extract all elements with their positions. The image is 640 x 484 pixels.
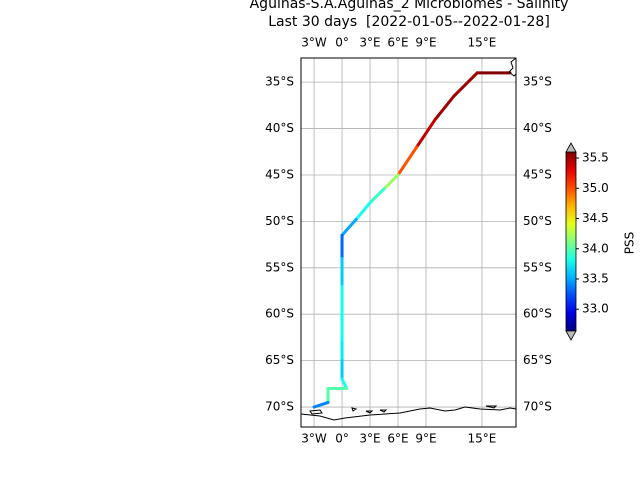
lon-tick-label: 6°E [387, 36, 408, 50]
lat-tick-label: 45°S [265, 167, 294, 181]
lat-tick-label: 35°S [523, 75, 552, 89]
colorbar [565, 151, 577, 332]
track-segment [340, 218, 358, 237]
africa-coastline [508, 57, 517, 77]
lon-tick-label: 3°E [359, 36, 380, 50]
colorbar-tick-label: 34.5 [582, 211, 609, 225]
lat-tick-label: 70°S [265, 400, 294, 414]
lon-tick-label: 3°W [301, 432, 327, 446]
track-segment [382, 173, 400, 191]
lat-tick-label: 40°S [523, 121, 552, 135]
lon-tick-label: 3°E [359, 432, 380, 446]
track-segment [415, 117, 437, 149]
colorbar-tick-label: 35.0 [582, 181, 609, 195]
colorbar-tick-label: 34.0 [582, 241, 609, 255]
lon-tick-label: 9°E [415, 36, 436, 50]
map-title: Agulhas-S.A.Agulhas_2 Microbiomes - Sali… [250, 0, 569, 12]
lat-tick-label: 50°S [523, 214, 552, 228]
lat-tick-label: 65°S [523, 353, 552, 367]
lat-tick-label: 60°S [523, 307, 552, 321]
track-segment [354, 201, 372, 222]
lat-tick-label: 35°S [265, 75, 294, 89]
track-segment [340, 377, 349, 390]
islands [309, 405, 498, 415]
lon-tick-label: 3°W [301, 36, 327, 50]
lon-tick-label: 0° [335, 36, 349, 50]
track-segment [452, 71, 479, 98]
map-frame [300, 57, 517, 428]
colorbar-label: PSS [623, 232, 637, 254]
lon-tick-label: 15°E [468, 432, 497, 446]
lon-tick-label: 9°E [415, 432, 436, 446]
lat-tick-label: 50°S [265, 214, 294, 228]
track-segment [368, 187, 386, 205]
colorbar-tick-label: 35.5 [582, 151, 609, 165]
lat-tick-label: 55°S [523, 260, 552, 274]
colorbar-extend [565, 142, 577, 153]
track-segment [433, 94, 456, 121]
map-subtitle: Last 30 days [2022-01-05--2022-01-28] [268, 14, 550, 30]
lon-tick-label: 6°E [387, 432, 408, 446]
lat-tick-label: 55°S [265, 260, 294, 274]
lat-tick-label: 65°S [265, 353, 294, 367]
colorbar-extend [565, 330, 577, 341]
colorbar-tick-label: 33.0 [582, 302, 609, 316]
lat-tick-label: 45°S [523, 167, 552, 181]
antarctic-coastline [300, 406, 517, 421]
lat-tick-label: 60°S [265, 307, 294, 321]
colorbar-tick-label: 33.5 [582, 271, 609, 285]
track-segment [312, 400, 330, 409]
lon-tick-label: 0° [335, 432, 349, 446]
track-segment [396, 145, 419, 177]
lon-tick-label: 15°E [468, 36, 497, 50]
lat-tick-label: 70°S [523, 400, 552, 414]
lat-tick-label: 40°S [265, 121, 294, 135]
